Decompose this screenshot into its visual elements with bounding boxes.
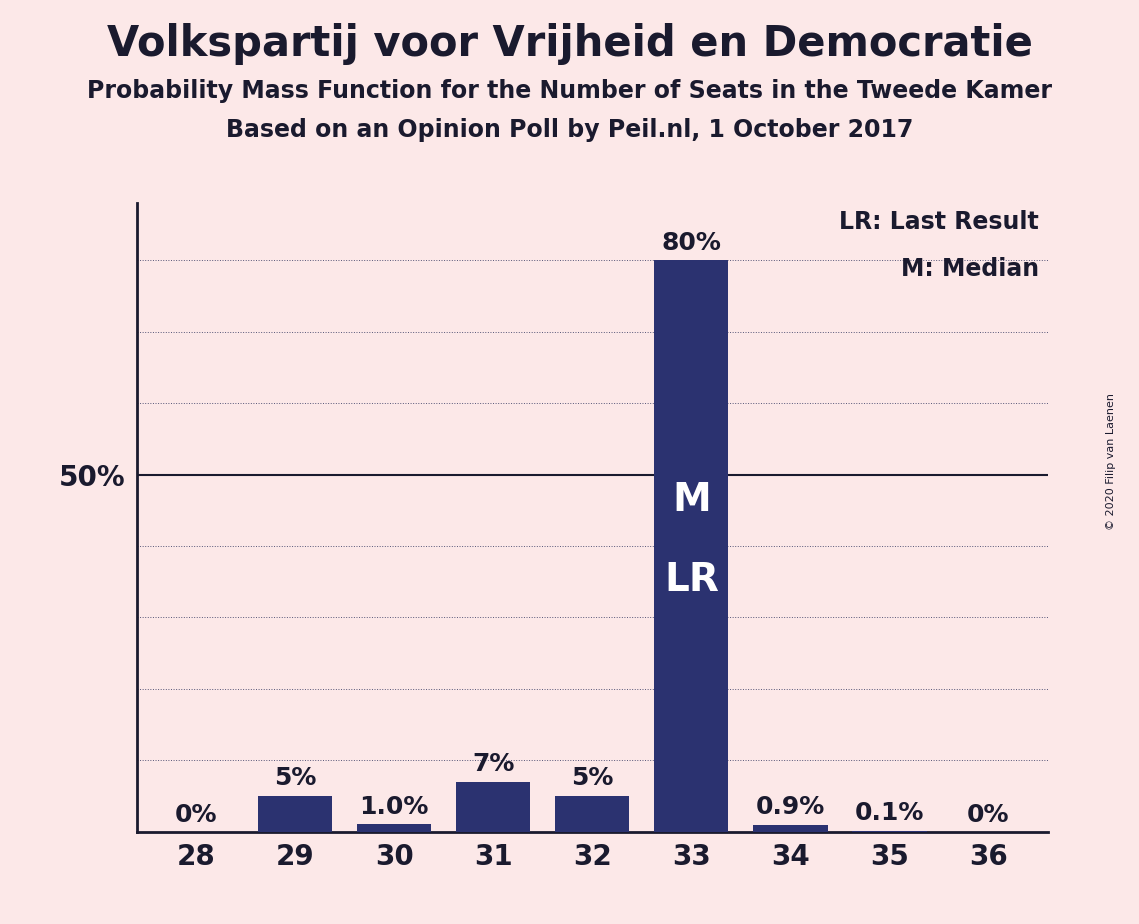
Text: 0.9%: 0.9% [756,796,825,820]
Text: 0%: 0% [967,803,1009,827]
Text: Volkspartij voor Vrijheid en Democratie: Volkspartij voor Vrijheid en Democratie [107,23,1032,65]
Text: LR: Last Result: LR: Last Result [839,210,1039,234]
Text: 5%: 5% [571,766,614,790]
Text: © 2020 Filip van Laenen: © 2020 Filip van Laenen [1106,394,1115,530]
Text: Probability Mass Function for the Number of Seats in the Tweede Kamer: Probability Mass Function for the Number… [87,79,1052,103]
Text: M: Median: M: Median [901,257,1039,281]
Text: 5%: 5% [274,766,317,790]
Text: 0.1%: 0.1% [854,801,924,825]
Bar [654,261,729,832]
Text: 7%: 7% [472,752,515,776]
Bar [357,824,432,832]
Bar [456,782,531,832]
Text: 80%: 80% [662,231,721,255]
Text: M: M [672,481,711,519]
Text: 1.0%: 1.0% [360,795,429,819]
Bar [555,796,630,832]
Bar [753,825,828,832]
Text: 0%: 0% [175,803,218,827]
Text: LR: LR [664,561,719,600]
Text: Based on an Opinion Poll by Peil.nl, 1 October 2017: Based on an Opinion Poll by Peil.nl, 1 O… [226,118,913,142]
Bar [259,796,333,832]
